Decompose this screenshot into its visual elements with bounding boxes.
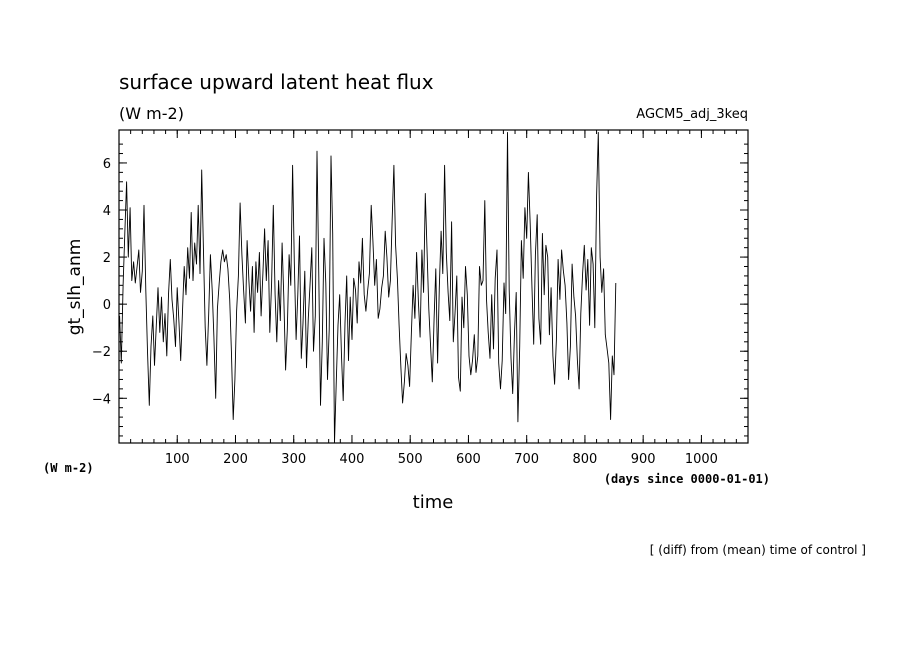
- dataset-label: AGCM5_adj_3keq: [636, 107, 748, 122]
- x-tick-label: 400: [340, 452, 365, 467]
- x-tick-label: 100: [165, 452, 190, 467]
- y-tick-label: 4: [103, 204, 111, 219]
- chart-units: (W m-2): [119, 104, 184, 123]
- y-axis-units: (W m-2): [43, 461, 94, 475]
- x-tick-label: 700: [514, 452, 539, 467]
- x-tick-label: 500: [398, 452, 423, 467]
- series-layer: [119, 131, 617, 444]
- plot-area: 100 200 300 400 500 600 700 800 900 1000 −4 −2 0 2 4 6: [92, 129, 749, 467]
- x-tick-label: 200: [223, 452, 248, 467]
- y-tick-label: 2: [103, 251, 111, 266]
- x-axis-units: (days since 0000-01-01): [604, 472, 770, 486]
- y-tick-labels: −4 −2 0 2 4 6: [92, 157, 111, 407]
- x-tick-label: 800: [573, 452, 598, 467]
- x-tick-label: 900: [631, 452, 656, 467]
- x-tick-label: 600: [456, 452, 481, 467]
- axis-ticks: [119, 130, 748, 443]
- chart-title: surface upward latent heat flux: [119, 70, 434, 94]
- x-axis-label: time: [413, 492, 454, 513]
- y-tick-label: 0: [103, 298, 111, 313]
- y-tick-label: −4: [92, 392, 111, 407]
- footnote: [ (diff) from (mean) time of control ]: [650, 543, 866, 557]
- y-tick-label: 6: [103, 157, 111, 172]
- x-tick-labels: 100 200 300 400 500 600 700 800 900 1000: [165, 452, 718, 467]
- x-tick-label: 300: [281, 452, 306, 467]
- x-tick-label: 1000: [685, 452, 718, 467]
- y-axis-label: gt_slh_anm: [65, 239, 85, 336]
- plot-frame: [118, 129, 749, 444]
- series-line: [119, 131, 617, 444]
- y-tick-label: −2: [92, 345, 111, 360]
